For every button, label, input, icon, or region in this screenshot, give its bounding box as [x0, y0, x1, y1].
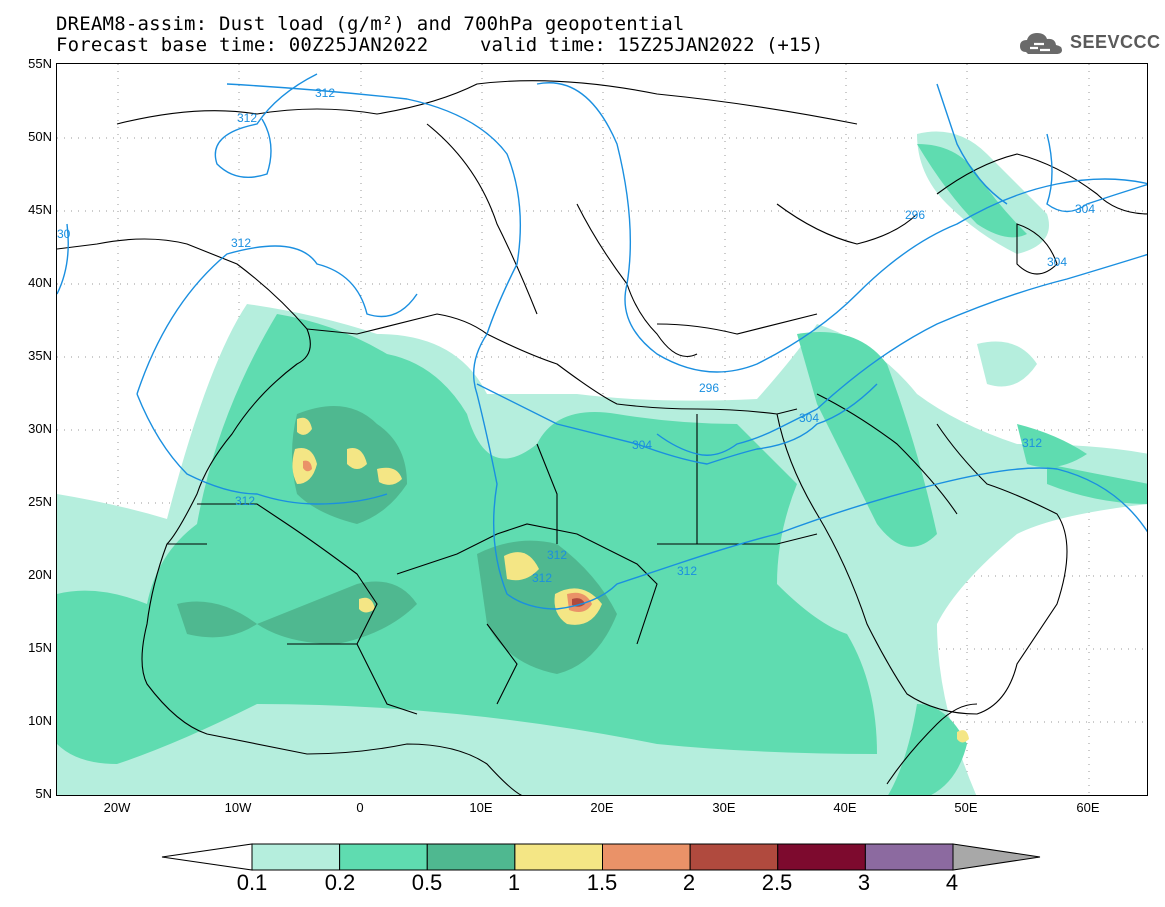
- colorbar-label: 0.2: [324, 870, 356, 895]
- lat-label: 25N: [28, 494, 52, 509]
- contour-label: 30: [57, 227, 71, 241]
- dust-map: 312 312 30 312 312 312 312 312 304 296 3…: [57, 64, 1147, 795]
- colorbar-label: 0.1: [236, 870, 268, 895]
- colorbar-label: 2: [682, 870, 696, 895]
- lon-label: 20W: [103, 800, 131, 815]
- contour-label: 312: [237, 111, 257, 125]
- colorbar-label: 4: [945, 870, 959, 895]
- contour-label: 312: [547, 548, 567, 562]
- colorbar-label: 2.5: [761, 870, 793, 895]
- contour-label: 296: [699, 381, 719, 395]
- contour-label: 304: [1075, 202, 1095, 216]
- contour-label: 304: [799, 411, 819, 425]
- map-area: 312 312 30 312 312 312 312 312 304 296 3…: [56, 63, 1148, 796]
- lat-label: 35N: [28, 348, 52, 363]
- geopotential-contours: [57, 73, 1147, 610]
- colorbar-cells: [251, 843, 954, 871]
- lat-label: 45N: [28, 202, 52, 217]
- colorbar-over-arrow: [952, 843, 1041, 871]
- colorbar-label: 3: [857, 870, 871, 895]
- colorbar: [161, 843, 1041, 871]
- lon-label: 0: [356, 800, 364, 815]
- lon-label: 10E: [469, 800, 493, 815]
- contour-label: 312: [315, 86, 335, 100]
- forecast-base-time: Forecast base time: 00Z25JAN2022: [56, 34, 429, 56]
- lat-label: 30N: [28, 421, 52, 436]
- lon-label: 10W: [224, 800, 252, 815]
- colorbar-label: 1.5: [586, 870, 618, 895]
- lat-label: 55N: [28, 56, 52, 71]
- map-title: DREAM8-assim: Dust load (g/m²) and 700hP…: [56, 13, 685, 35]
- contour-label: 312: [231, 236, 251, 250]
- lat-label: 40N: [28, 275, 52, 290]
- lat-label: 10N: [28, 713, 52, 728]
- lon-label: 60E: [1076, 800, 1100, 815]
- lon-label: 40E: [833, 800, 857, 815]
- cloud-logo-icon: [1020, 33, 1062, 54]
- lat-label: 50N: [28, 129, 52, 144]
- colorbar-cell: [251, 843, 341, 871]
- contour-label: 304: [632, 438, 652, 452]
- lon-label: 30E: [712, 800, 736, 815]
- colorbar-label: 0.5: [411, 870, 443, 895]
- valid-time: valid time: 15Z25JAN2022 (+15): [480, 34, 824, 56]
- contour-label: 304: [1047, 255, 1067, 269]
- lat-label: 15N: [28, 640, 52, 655]
- contour-label: 312: [532, 571, 552, 585]
- contour-labels: 312 312 30 312 312 312 312 312 304 296 3…: [57, 86, 1095, 585]
- lon-label: 50E: [954, 800, 978, 815]
- lon-label: 20E: [590, 800, 614, 815]
- colorbar-cell: [426, 843, 516, 871]
- colorbar-cell: [689, 843, 779, 871]
- colorbar-cell: [777, 843, 866, 871]
- logo-text: SEEVCCC: [1070, 32, 1161, 52]
- contour-label: 312: [235, 494, 255, 508]
- contour-label: 312: [1022, 436, 1042, 450]
- colorbar-cell: [339, 843, 428, 871]
- colorbar-cell: [602, 843, 691, 871]
- colorbar-cell: [864, 843, 954, 871]
- contour-label: 312: [677, 564, 697, 578]
- contour-label: 296: [905, 208, 925, 222]
- coastlines: [57, 80, 1147, 795]
- colorbar-cell: [514, 843, 603, 871]
- lat-label: 20N: [28, 567, 52, 582]
- colorbar-label: 1: [507, 870, 521, 895]
- colorbar-under-arrow: [161, 843, 253, 871]
- lat-label: 5N: [35, 786, 52, 801]
